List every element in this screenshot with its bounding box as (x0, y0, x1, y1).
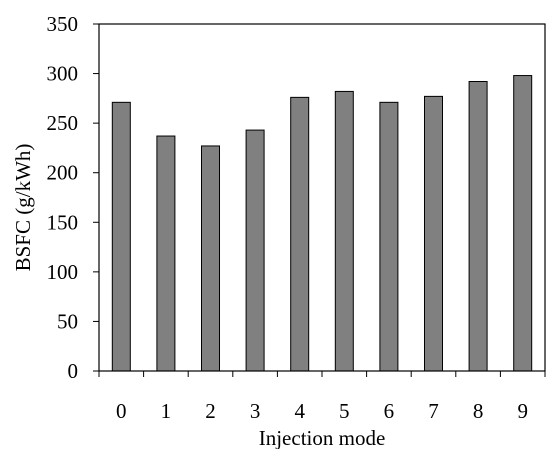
y-tick-label-50: 50 (57, 309, 78, 333)
x-axis-title: Injection mode (259, 426, 386, 449)
y-tick-label-350: 350 (47, 12, 79, 36)
x-tick-marks (98, 371, 546, 377)
bar-mode-8 (468, 81, 488, 372)
y-tick-label-0: 0 (68, 359, 79, 383)
x-tick-labels: 0 1 2 3 4 5 6 7 8 9 (116, 399, 528, 423)
bar-mode-7 (424, 95, 443, 372)
bar-mode-3 (245, 129, 265, 372)
y-axis-title: BSFC (g/kWh) (11, 144, 35, 272)
y-tick-label-300: 300 (47, 62, 79, 86)
x-tick-label-3: 3 (250, 399, 261, 423)
bar-mode-9 (513, 75, 533, 372)
x-tick-label-7: 7 (428, 399, 439, 423)
bar-mode-1 (156, 135, 176, 372)
x-tick-label-9: 9 (517, 399, 528, 423)
bar-mode-0 (111, 101, 131, 372)
bar-mode-5 (334, 90, 354, 372)
x-tick-label-1: 1 (161, 399, 172, 423)
y-tick-labels: 0 50 100 150 200 250 300 350 (47, 12, 79, 383)
x-tick-label-6: 6 (384, 399, 395, 423)
y-tick-label-250: 250 (47, 111, 79, 135)
bar-mode-2 (201, 145, 220, 372)
y-tick-label-200: 200 (47, 161, 79, 185)
bar-mode-4 (290, 96, 310, 372)
x-tick-label-2: 2 (205, 399, 216, 423)
x-tick-label-0: 0 (116, 399, 127, 423)
y-tick-label-100: 100 (47, 260, 79, 284)
y-tick-label-150: 150 (47, 210, 79, 234)
x-tick-label-5: 5 (339, 399, 350, 423)
y-tick-marks (93, 23, 99, 372)
x-tick-label-4: 4 (294, 399, 305, 423)
bars-group (111, 75, 533, 372)
bar-mode-6 (379, 101, 399, 372)
x-tick-label-8: 8 (473, 399, 484, 423)
